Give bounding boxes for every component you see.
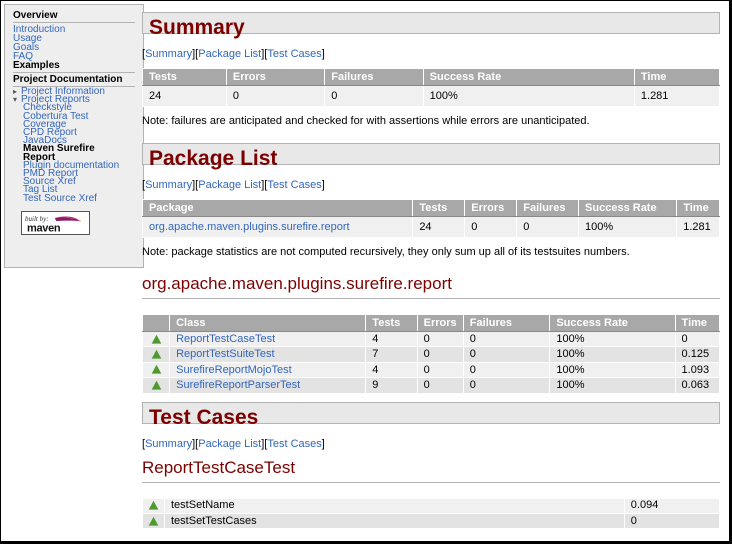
svg-text:maven: maven: [27, 222, 61, 234]
